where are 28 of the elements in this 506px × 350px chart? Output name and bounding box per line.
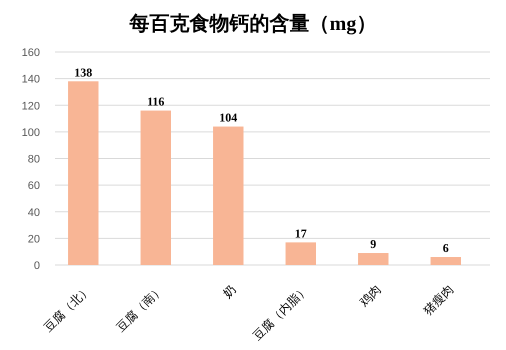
bar	[286, 242, 316, 265]
data-label: 104	[219, 110, 238, 125]
x-tick-label: 豆腐（内脂）	[250, 282, 311, 344]
data-label: 6	[442, 241, 449, 256]
x-tick-label: 豆腐（南）	[114, 282, 166, 335]
y-tick-label: 160	[22, 47, 40, 59]
y-tick-label: 120	[22, 100, 40, 112]
y-tick-label: 0	[34, 260, 40, 272]
bar	[213, 126, 244, 265]
x-tick-label: 奶	[220, 282, 238, 301]
data-label: 17	[294, 226, 307, 240]
data-label: 116	[147, 94, 164, 109]
y-tick-label: 100	[22, 126, 40, 139]
x-tick-label: 豆腐（北）	[41, 282, 94, 335]
y-tick-label: 40	[28, 206, 40, 219]
y-tick-label: 60	[28, 180, 40, 192]
y-tick-label: 140	[22, 74, 40, 86]
chart-title: 每百克食物钙的含量（mg）	[128, 12, 376, 35]
bar	[358, 253, 388, 265]
x-tick-label: 猪瘦肉	[420, 282, 456, 318]
data-label: 138	[74, 65, 92, 80]
y-tick-label: 20	[28, 233, 40, 246]
data-label: 9	[370, 237, 376, 252]
bar	[140, 110, 171, 265]
y-tick-label: 80	[28, 154, 40, 166]
bar	[68, 81, 98, 265]
bar	[430, 257, 461, 265]
x-tick-label: 鸡肉	[356, 282, 384, 310]
